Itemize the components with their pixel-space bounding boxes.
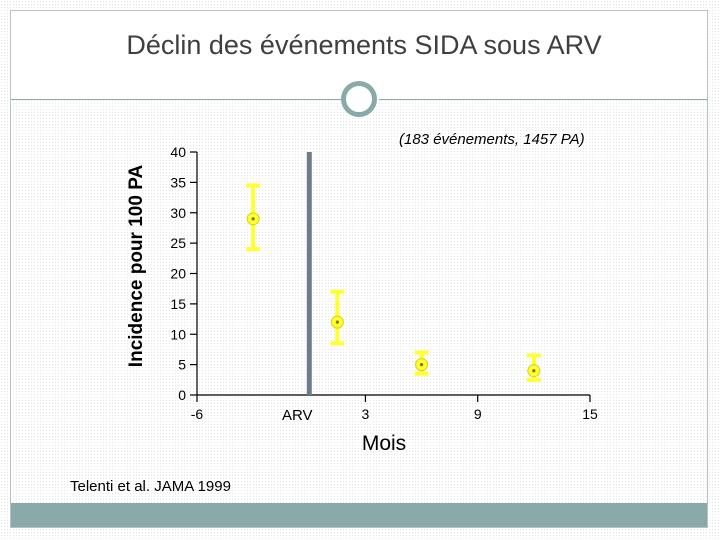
y-tick-label: 30 [170, 205, 186, 221]
data-point-2 [330, 289, 345, 346]
y-tick-label: 10 [170, 326, 186, 342]
data-point-3 [414, 350, 429, 376]
y-tick-label: 5 [178, 357, 186, 373]
chart-axes: 0 5 10 15 20 25 30 35 40 -6 3 9 15 [170, 144, 598, 422]
chart-marks: ARV [246, 152, 541, 424]
data-point-4 [526, 353, 541, 382]
title-rule-left [11, 99, 341, 100]
ring-ornament [341, 81, 377, 117]
point-center [419, 363, 424, 367]
data-point-1 [246, 183, 261, 252]
chart-annotation: (183 événements, 1457 PA) [399, 131, 585, 148]
point-center [251, 217, 255, 221]
y-tick-label: 15 [170, 296, 186, 312]
point-center [532, 369, 536, 373]
x-tick-label: 9 [474, 406, 482, 422]
slide-title: Déclin des événements SIDA sous ARV [126, 30, 602, 60]
x-tick-label: -6 [191, 406, 204, 422]
bottom-bar [11, 503, 707, 527]
citation: Telenti et al. JAMA 1999 [70, 478, 231, 495]
y-tick-label: 25 [170, 235, 186, 251]
y-tick-label: 40 [170, 144, 186, 160]
y-axis-label: Incidence pour 100 PA [126, 164, 147, 368]
x-tick-label: 3 [362, 406, 370, 422]
arv-marker-label: ARV [282, 407, 313, 424]
title-rule-right [379, 99, 707, 100]
point-center [335, 320, 339, 324]
y-tick-label: 0 [178, 387, 186, 403]
x-tick-label: 15 [582, 406, 598, 422]
y-tick-label: 20 [170, 266, 186, 282]
y-tick-label: 35 [170, 174, 186, 190]
x-axis-label: Mois [361, 432, 407, 455]
slide-frame [10, 10, 708, 528]
